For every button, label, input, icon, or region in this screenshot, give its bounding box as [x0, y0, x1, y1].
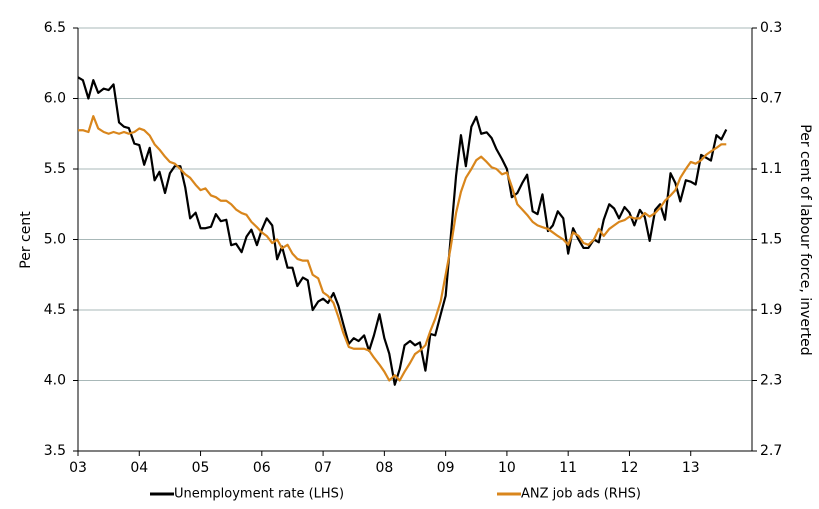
y2-tick-label: 0.7 [760, 91, 782, 107]
y-tick-label: 6.5 [44, 20, 66, 36]
x-tick-label: 11 [559, 460, 577, 476]
x-tick-label: 09 [437, 460, 455, 476]
y2-tick-label: 0.3 [760, 20, 782, 36]
y-tick-label: 5.0 [44, 232, 66, 248]
series-line [78, 115, 727, 382]
y-tick-label: 3.5 [44, 443, 66, 459]
y2-axis-label: Per cent of labour force, inverted [797, 124, 813, 355]
y2-tick-label: 1.1 [760, 161, 782, 177]
x-tick-label: 08 [375, 460, 393, 476]
legend-label: ANZ job ads (RHS) [521, 487, 641, 502]
y2-tick-label: 1.5 [760, 232, 782, 248]
y-tick-label: 5.5 [44, 161, 66, 177]
x-tick-label: 10 [498, 460, 516, 476]
y-tick-label: 4.0 [44, 373, 66, 389]
x-tick-label: 12 [621, 460, 639, 476]
y2-tick-label: 2.7 [760, 443, 782, 459]
x-tick-label: 04 [130, 460, 148, 476]
x-tick-label: 05 [192, 460, 210, 476]
x-tick-label: 06 [253, 460, 271, 476]
y-tick-label: 4.5 [44, 302, 66, 318]
x-tick-label: 03 [69, 460, 87, 476]
y-axis-label: Per cent [18, 211, 34, 269]
y-tick-label: 6.0 [44, 91, 66, 107]
series-line [77, 76, 728, 386]
x-tick-label: 13 [682, 460, 700, 476]
y2-tick-label: 1.9 [760, 302, 782, 318]
y2-tick-label: 2.3 [760, 373, 782, 389]
legend-label: Unemployment rate (LHS) [174, 487, 344, 502]
x-tick-label: 07 [314, 460, 332, 476]
